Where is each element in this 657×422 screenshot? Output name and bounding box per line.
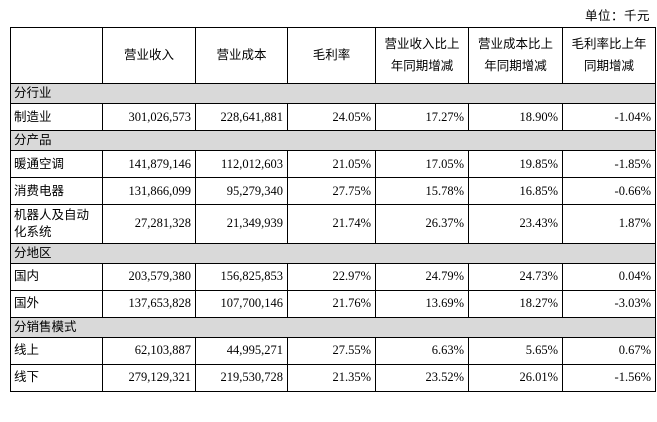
cell-value: 301,026,573 — [102, 103, 196, 131]
section-label: 分销售模式 — [10, 316, 656, 338]
cell-value: 15.78% — [375, 177, 469, 205]
cell-value: 16.85% — [468, 177, 563, 205]
cell-value: 228,641,881 — [195, 103, 288, 131]
column-header: 营业收入 — [102, 27, 196, 84]
table-row: 线上 62,103,887 44,995,271 27.55% 6.63% 5.65% 0.… — [10, 336, 656, 365]
cell-value: 23.52% — [375, 363, 469, 392]
cell-value: 24.05% — [287, 103, 376, 131]
table-row: 国内 203,579,380 156,825,853 22.97% 24.79% 24.7… — [10, 262, 656, 291]
cell-value: 19.85% — [468, 150, 563, 178]
row-label: 国外 — [10, 289, 103, 318]
cell-value: 13.69% — [375, 289, 469, 318]
section-row: 分产品 — [10, 130, 656, 151]
table-header-row: 营业收入 营业成本 毛利率 营业收入比上年同期增减 营业成本比上年同期增减 毛利率比上年同… — [10, 27, 656, 84]
cell-value: 219,530,728 — [195, 363, 288, 392]
cell-value: 21,349,939 — [195, 204, 288, 244]
row-label: 暖通空调 — [10, 150, 103, 178]
cell-value: 18.90% — [468, 103, 563, 131]
cell-value: -0.66% — [562, 177, 656, 205]
row-label: 线下 — [10, 363, 103, 392]
table-body: 分行业 制造业 301,026,573 228,641,881 24.05% 17.27%… — [10, 83, 656, 392]
cell-value: 107,700,146 — [195, 289, 288, 318]
cell-value: -1.04% — [562, 103, 656, 131]
cell-value: 24.73% — [468, 262, 563, 291]
cell-value: 6.63% — [375, 336, 469, 365]
corner-header-cell — [10, 27, 103, 84]
column-header: 营业成本比上年同期增减 — [468, 27, 563, 84]
column-header: 毛利率 — [287, 27, 376, 84]
section-row: 分行业 — [10, 83, 656, 104]
cell-value: 18.27% — [468, 289, 563, 318]
section-row: 分地区 — [10, 242, 656, 264]
cell-value: 27.75% — [287, 177, 376, 205]
cell-value: 131,866,099 — [102, 177, 196, 205]
cell-value: 44,995,271 — [195, 336, 288, 365]
cell-value: 137,653,828 — [102, 289, 196, 318]
cell-value: 24.79% — [375, 262, 469, 291]
cell-value: -1.85% — [562, 150, 656, 178]
cell-value: 1.87% — [562, 204, 656, 244]
cell-value: 27.55% — [287, 336, 376, 365]
table-row: 线下 279,129,321 219,530,728 21.35% 23.52% 26.0… — [10, 363, 656, 392]
cell-value: 22.97% — [287, 262, 376, 291]
section-row: 分销售模式 — [10, 316, 656, 338]
row-label: 国内 — [10, 262, 103, 291]
cell-value: 17.05% — [375, 150, 469, 178]
cell-value: 21.76% — [287, 289, 376, 318]
cell-value: 23.43% — [468, 204, 563, 244]
table-row: 暖通空调 141,879,146 112,012,603 21.05% 17.05% 19… — [10, 150, 656, 178]
cell-value: 141,879,146 — [102, 150, 196, 178]
column-header: 营业成本 — [195, 27, 288, 84]
section-label: 分产品 — [10, 130, 656, 151]
row-label: 机器人及自动化系统 — [10, 204, 103, 244]
cell-value: 62,103,887 — [102, 336, 196, 365]
cell-value: 203,579,380 — [102, 262, 196, 291]
row-label: 消费电器 — [10, 177, 103, 205]
row-label: 线上 — [10, 336, 103, 365]
table-row: 制造业 301,026,573 228,641,881 24.05% 17.27% 18.… — [10, 103, 656, 131]
cell-value: 26.37% — [375, 204, 469, 244]
cell-value: 112,012,603 — [195, 150, 288, 178]
cell-value: 21.35% — [287, 363, 376, 392]
column-header: 毛利率比上年同期增减 — [562, 27, 656, 84]
cell-value: 26.01% — [468, 363, 563, 392]
cell-value: 21.74% — [287, 204, 376, 244]
row-label: 制造业 — [10, 103, 103, 131]
cell-value: 5.65% — [468, 336, 563, 365]
breakdown-table: 营业收入 营业成本 毛利率 营业收入比上年同期增减 营业成本比上年同期增减 毛利率比上年同… — [10, 27, 656, 392]
cell-value: 0.04% — [562, 262, 656, 291]
cell-value: 95,279,340 — [195, 177, 288, 205]
table-row: 国外 137,653,828 107,700,146 21.76% 13.69% 18.2… — [10, 289, 656, 318]
cell-value: 0.67% — [562, 336, 656, 365]
section-label: 分行业 — [10, 83, 656, 104]
table-row: 消费电器 131,866,099 95,279,340 27.75% 15.78% 16.… — [10, 177, 656, 205]
column-header: 营业收入比上年同期增减 — [375, 27, 469, 84]
cell-value: 21.05% — [287, 150, 376, 178]
table-header: 营业收入 营业成本 毛利率 营业收入比上年同期增减 营业成本比上年同期增减 毛利率比上年同… — [10, 27, 656, 84]
cell-value: 156,825,853 — [195, 262, 288, 291]
cell-value: -1.56% — [562, 363, 656, 392]
table-row: 机器人及自动化系统 27,281,328 21,349,939 21.74% 26.37… — [10, 204, 656, 244]
cell-value: 17.27% — [375, 103, 469, 131]
cell-value: -3.03% — [562, 289, 656, 318]
cell-value: 279,129,321 — [102, 363, 196, 392]
section-label: 分地区 — [10, 242, 656, 264]
unit-label: 单位：千元 — [584, 9, 650, 23]
cell-value: 27,281,328 — [102, 204, 196, 244]
